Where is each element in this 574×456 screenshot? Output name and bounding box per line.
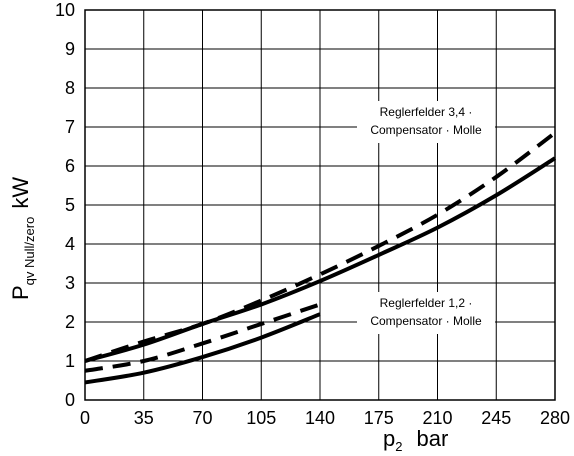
series-line-3 xyxy=(84,312,321,385)
y-tick-label: 8 xyxy=(65,78,75,98)
x-tick-labels: 0 35 70 105 140 175 210 245 280 xyxy=(80,408,570,428)
x-tick-label: 70 xyxy=(192,408,212,428)
x-axis-label: p2 bar xyxy=(383,426,448,454)
annotation-text: Reglerfelder 3,4 · xyxy=(380,105,473,119)
x-axis-label-sub: 2 xyxy=(395,439,402,454)
series-line-2 xyxy=(84,131,557,363)
y-tick-label: 10 xyxy=(55,0,75,20)
x-tick-label: 0 xyxy=(80,408,90,428)
plot-frame xyxy=(84,9,556,401)
y-tick-label: 2 xyxy=(65,312,75,332)
y-tick-label: 6 xyxy=(65,156,75,176)
y-tick-label: 4 xyxy=(65,234,75,254)
x-tick-label: 35 xyxy=(134,408,154,428)
series-line-4 xyxy=(84,302,321,373)
x-tick-label: 105 xyxy=(246,408,276,428)
x-tick-label: 280 xyxy=(540,408,570,428)
x-axis-label-main: p xyxy=(383,426,395,451)
annotation-text: Compensator · Molle xyxy=(370,314,482,328)
series-line-1 xyxy=(84,156,557,363)
x-tick-label: 140 xyxy=(305,408,335,428)
annotations: Reglerfelder 3,4 · Compensator · Molle Reg… xyxy=(357,101,495,334)
y-axis-label: Pqv Null/zero kW xyxy=(8,177,37,300)
y-tick-labels: 0 1 2 3 4 5 6 7 8 9 10 xyxy=(55,0,75,410)
x-tick-label: 175 xyxy=(364,408,394,428)
y-tick-label: 9 xyxy=(65,39,75,59)
y-axis-label-unit: kW xyxy=(8,177,33,209)
x-axis-label-unit: bar xyxy=(416,426,448,451)
annotation-text: Reglerfelder 1,2 · xyxy=(380,296,473,310)
series-group xyxy=(84,131,557,385)
y-tick-label: 1 xyxy=(65,351,75,371)
y-axis-label-main: P xyxy=(8,285,33,300)
y-tick-label: 0 xyxy=(65,390,75,410)
x-tick-label: 210 xyxy=(422,408,452,428)
annotation-background xyxy=(357,101,495,143)
annotation-text: Compensator · Molle xyxy=(370,123,482,137)
y-tick-label: 5 xyxy=(65,195,75,215)
annotation-background xyxy=(357,292,495,334)
y-tick-label: 3 xyxy=(65,273,75,293)
x-tick-label: 245 xyxy=(481,408,511,428)
y-axis-label-sub: qv Null/zero xyxy=(22,217,37,286)
y-tick-label: 7 xyxy=(65,117,75,137)
